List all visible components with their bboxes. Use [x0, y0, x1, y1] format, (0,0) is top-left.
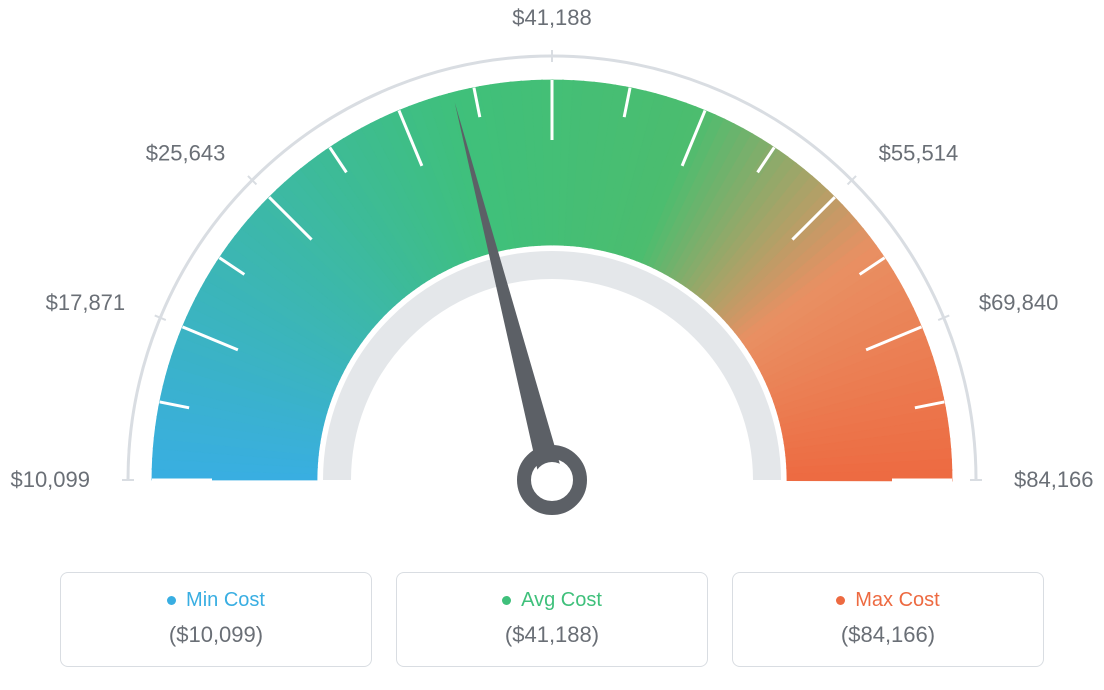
min-dot-icon	[167, 596, 176, 605]
min-cost-value: ($10,099)	[71, 622, 361, 648]
gauge: $10,099 $17,871 $25,643 $41,188 $55,514 $69,8…	[0, 0, 1104, 560]
chart-container: $10,099 $17,871 $25,643 $41,188 $55,514 $69,8…	[0, 0, 1104, 690]
avg-cost-label: Avg Cost	[521, 589, 602, 612]
min-cost-label: Min Cost	[186, 589, 265, 612]
max-dot-icon	[836, 596, 845, 605]
avg-dot-icon	[502, 596, 511, 605]
max-cost-value: ($84,166)	[743, 622, 1033, 648]
gauge-svg: $10,099 $17,871 $25,643 $41,188 $55,514 $69,8…	[0, 0, 1104, 560]
needle-hub-inner	[534, 462, 570, 498]
min-cost-label-row: Min Cost	[167, 589, 265, 612]
max-cost-label: Max Cost	[855, 589, 939, 612]
min-cost-card: Min Cost ($10,099)	[60, 572, 372, 667]
avg-cost-value: ($41,188)	[407, 622, 697, 648]
scale-label: $17,871	[46, 290, 126, 315]
scale-label: $84,166	[1014, 467, 1094, 492]
scale-label: $69,840	[979, 290, 1059, 315]
avg-cost-label-row: Avg Cost	[502, 589, 602, 612]
scale-label: $55,514	[879, 140, 959, 165]
scale-label: $25,643	[146, 140, 226, 165]
max-cost-card: Max Cost ($84,166)	[732, 572, 1044, 667]
avg-cost-card: Avg Cost ($41,188)	[396, 572, 708, 667]
scale-label: $41,188	[512, 5, 592, 30]
max-cost-label-row: Max Cost	[836, 589, 939, 612]
legend-cards: Min Cost ($10,099) Avg Cost ($41,188) Ma…	[60, 572, 1044, 667]
scale-label: $10,099	[10, 467, 90, 492]
gauge-fill	[152, 80, 952, 481]
